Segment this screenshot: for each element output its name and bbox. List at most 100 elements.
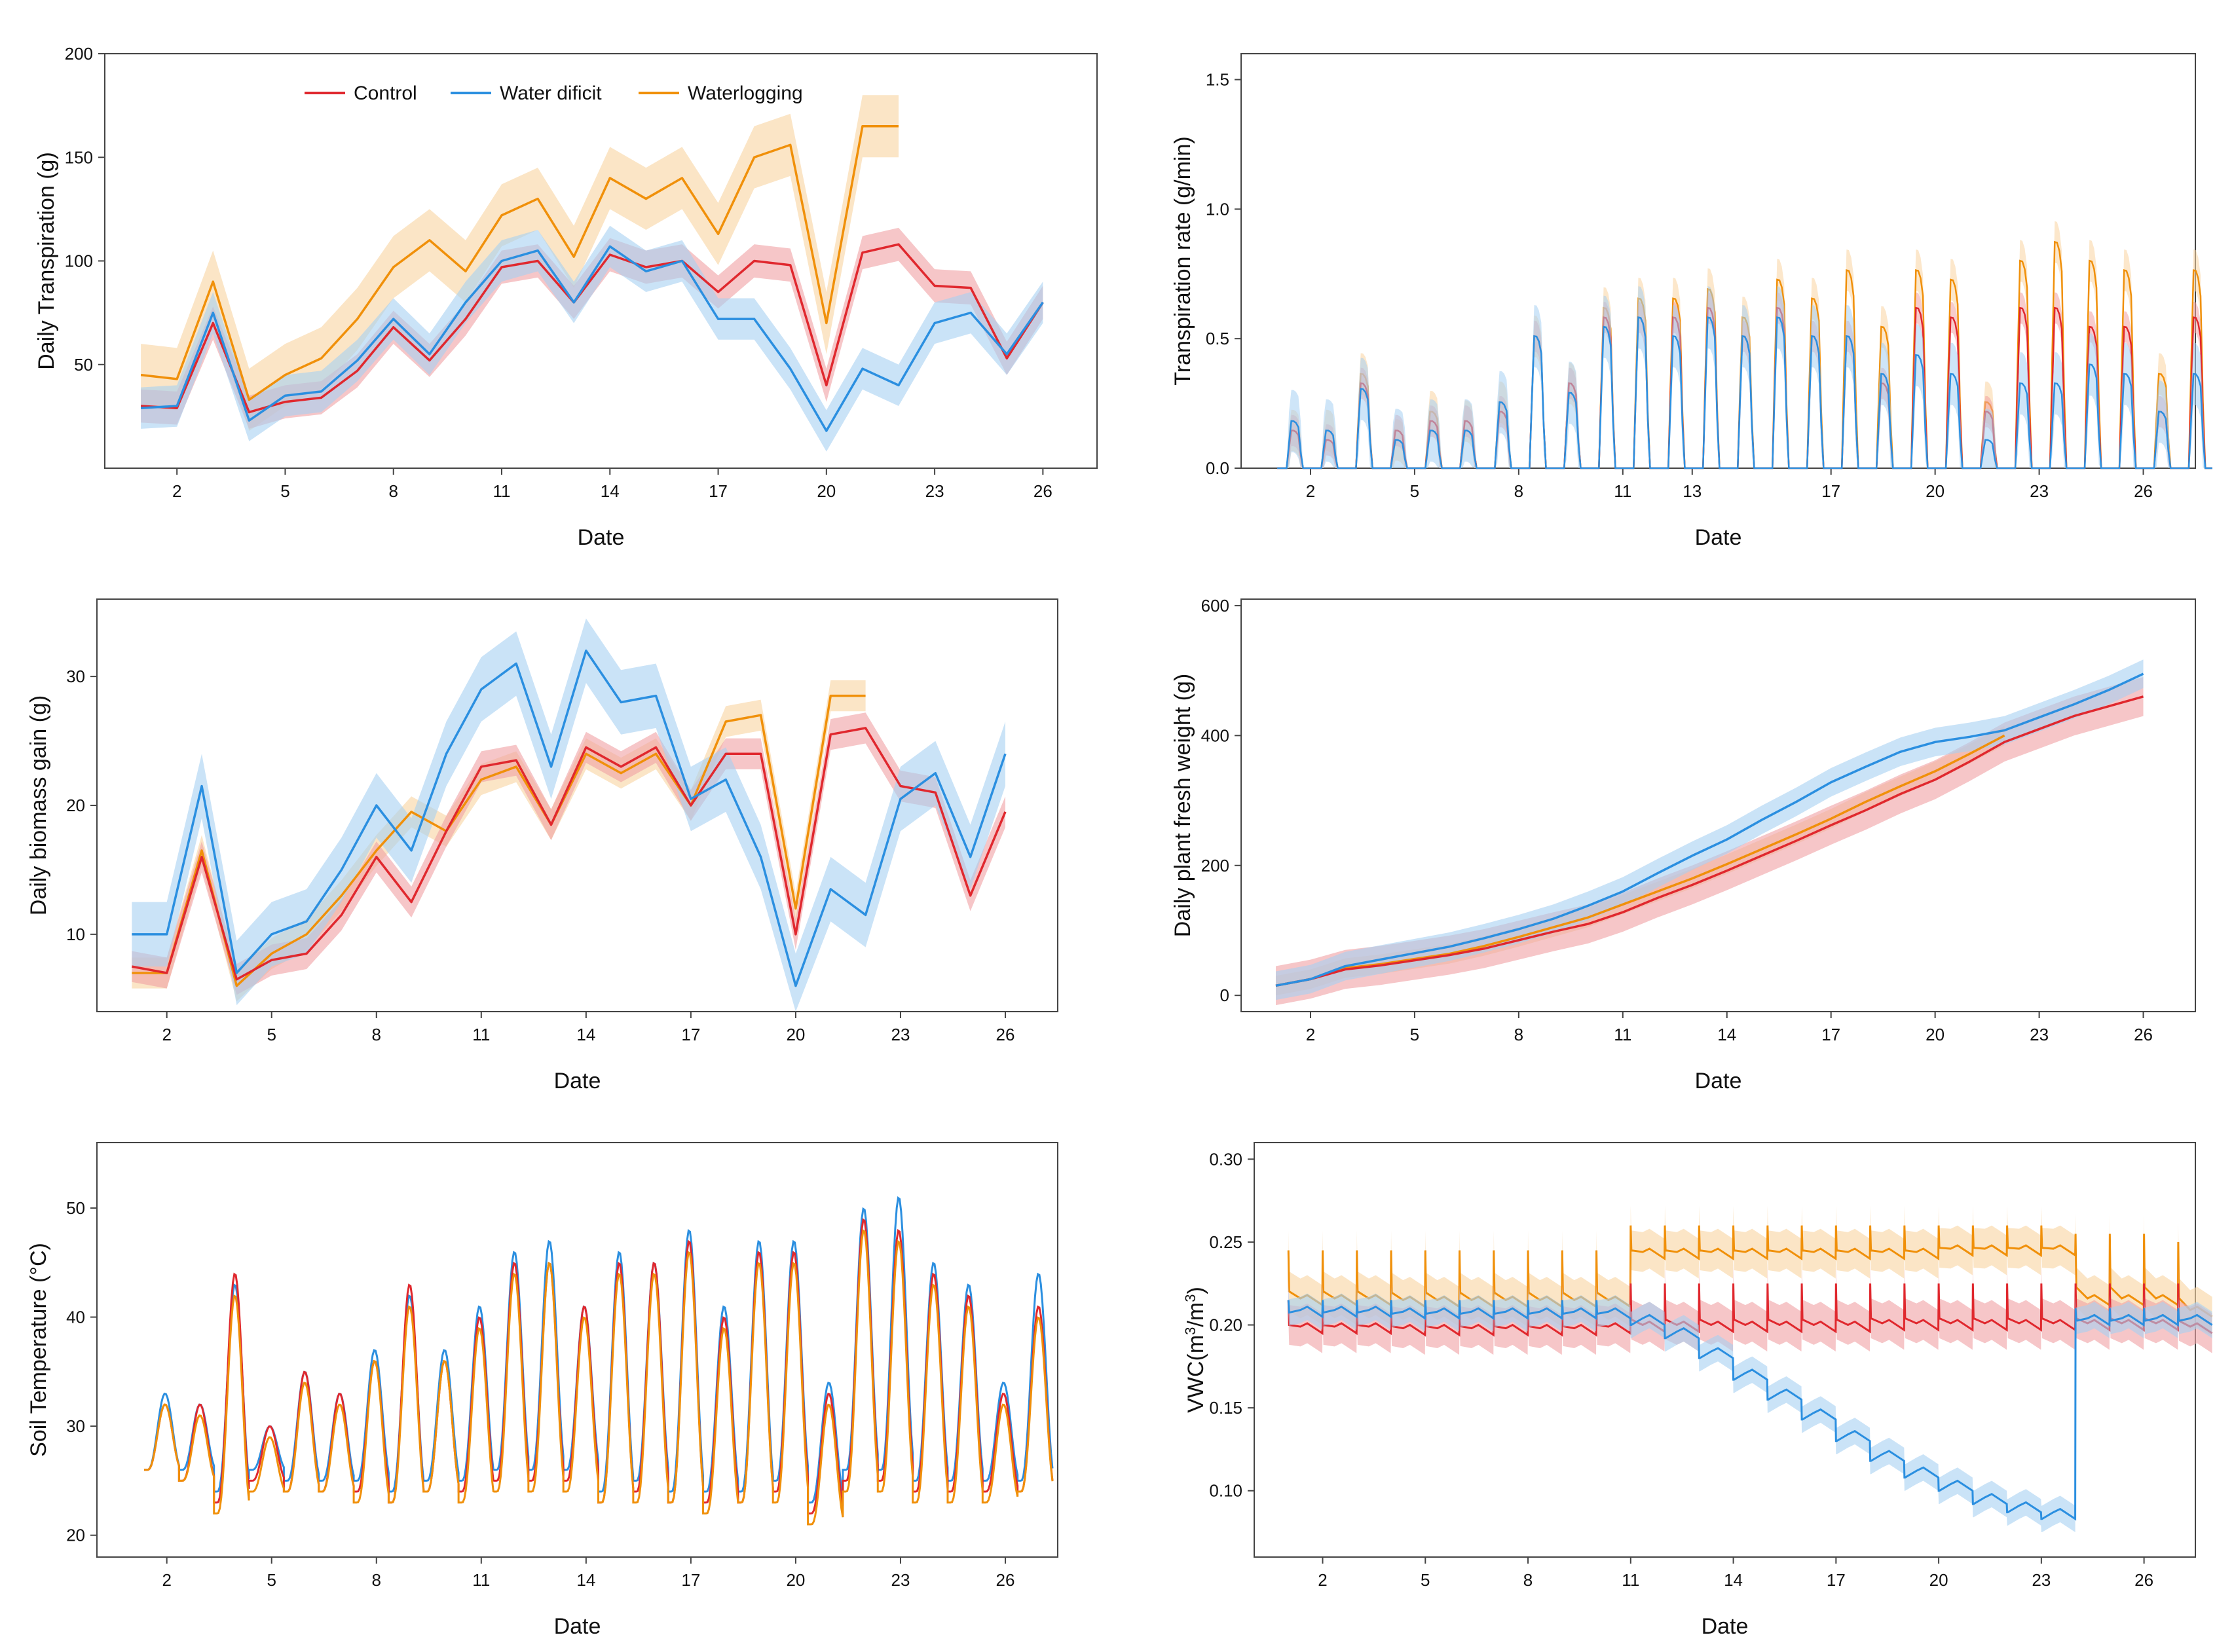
y-tick-label: 30 [66, 667, 85, 686]
x-tick-label: 14 [576, 1025, 595, 1044]
y-tick-label: 0.20 [1209, 1315, 1242, 1335]
x-tick-label: 20 [1926, 1025, 1945, 1044]
x-axis-title: Date [554, 1069, 601, 1093]
x-tick-label: 26 [2134, 1025, 2153, 1044]
x-tick-label: 20 [1929, 1570, 1948, 1590]
water-dificit-line [1287, 1300, 2213, 1521]
x-tick-label: 17 [1821, 481, 1840, 501]
x-tick-label: 8 [1514, 481, 1523, 501]
x-tick-label: 14 [1724, 1570, 1743, 1590]
x-tick-label: 26 [1033, 481, 1052, 501]
x-tick-label: 23 [2030, 1025, 2049, 1044]
legend: Control Water dificit Waterlogging [305, 83, 803, 104]
waterlogging-line [140, 125, 899, 401]
y-tick-label: 150 [65, 147, 93, 167]
y-tick-label: 20 [66, 1526, 85, 1545]
x-tick-label: 5 [1410, 481, 1419, 501]
control-line [144, 1218, 1054, 1514]
y-tick-label: 50 [66, 1198, 85, 1218]
y-tick-label: 40 [66, 1308, 85, 1327]
y-tick-label: 0.5 [1206, 329, 1229, 348]
x-tick-label: 8 [1523, 1570, 1533, 1590]
x-tick-label: 14 [1717, 1025, 1736, 1044]
y-tick-label: 0.25 [1209, 1232, 1242, 1252]
water-dificit-line [1275, 672, 2144, 987]
plot-frame [96, 1142, 1058, 1558]
y-tick-label: 1.5 [1206, 70, 1229, 90]
water-dificit-line [132, 650, 1007, 987]
y-tick-label: 200 [1201, 856, 1229, 875]
control-line [132, 727, 1007, 981]
x-axis-title: Date [1702, 1614, 1749, 1639]
unit-part: /m [1183, 1302, 1208, 1327]
x-tick-label: 8 [372, 1025, 381, 1044]
x-tick-label: 13 [1683, 481, 1702, 501]
x-tick-label: 8 [1514, 1025, 1523, 1044]
control-line [140, 243, 1044, 414]
superscript: 3 [1182, 1294, 1199, 1302]
y-tick-label: 0.15 [1209, 1398, 1242, 1418]
control-line [1275, 695, 2144, 987]
y-axis-title: VWC(m3/m3) [1182, 1287, 1209, 1413]
x-tick-label: 2 [162, 1570, 171, 1590]
x-axis-title: Date [1695, 525, 1742, 550]
x-tick-label: 17 [709, 481, 728, 501]
x-tick-label: 2 [162, 1025, 171, 1044]
y-tick-label: 200 [65, 44, 93, 64]
x-tick-label: 14 [601, 481, 620, 501]
x-tick-label: 20 [817, 481, 836, 501]
x-tick-label: 23 [2030, 481, 2049, 501]
x-tick-label: 23 [2032, 1570, 2051, 1590]
x-tick-label: 11 [493, 481, 511, 501]
panel-soil-temperature: 2 5 8 11 14 17 20 23 26 20 30 40 50 Date Soil Temperat… [26, 1142, 1058, 1639]
x-tick-label: 20 [1926, 481, 1945, 501]
x-tick-label: 14 [576, 1570, 595, 1590]
y-axis-title: Soil Temperature (°C) [26, 1243, 51, 1457]
y-tick-label: 0.30 [1209, 1149, 1242, 1169]
y-tick-label: 30 [66, 1416, 85, 1436]
x-tick-label: 26 [996, 1570, 1015, 1590]
y-axis-title: Daily plant fresh weight (g) [1170, 674, 1195, 938]
x-axis-title: Date [554, 1614, 601, 1639]
x-tick-label: 5 [1410, 1025, 1419, 1044]
y-tick-label: 0.10 [1209, 1481, 1242, 1501]
y-axis-title: Daily Transpiration (g) [34, 152, 59, 370]
x-tick-label: 5 [267, 1570, 276, 1590]
water-dificit-line [144, 1196, 1054, 1504]
x-tick-label: 26 [2134, 481, 2153, 501]
x-tick-label: 23 [891, 1025, 910, 1044]
x-tick-label: 17 [1821, 1025, 1840, 1044]
y-tick-label: 600 [1201, 596, 1229, 615]
y-axis-title: Daily biomass gain (g) [26, 695, 51, 915]
y-tick-label: 1.0 [1206, 199, 1229, 219]
legend-label-waterlogging: Waterlogging [688, 83, 803, 104]
control-line [1287, 1283, 2213, 1337]
y-tick-label: 0 [1220, 985, 1229, 1005]
x-tick-label: 11 [472, 1025, 490, 1044]
water-dificit-confidence-band [1277, 286, 2212, 468]
legend-label-water-dificit: Water dificit [500, 83, 602, 104]
x-tick-label: 5 [267, 1025, 276, 1044]
x-tick-label: 11 [472, 1570, 490, 1590]
x-tick-label: 17 [681, 1570, 700, 1590]
plot-frame [1254, 1142, 2196, 1558]
panel-vwc: 2 5 8 11 14 17 20 23 26 0.10 0.15 0.20 0.25 0.30 Date V… [1182, 1142, 2213, 1639]
x-tick-label: 23 [891, 1570, 910, 1590]
x-tick-label: 17 [1827, 1570, 1846, 1590]
control-confidence-band [1288, 1263, 2212, 1355]
water-dificit-line [1277, 316, 2212, 469]
x-tick-label: 2 [1318, 1570, 1327, 1590]
panel-daily-biomass-gain: 2 5 8 11 14 17 20 23 26 10 20 30 Date Daily biomass g… [26, 598, 1058, 1093]
x-tick-label: 5 [1421, 1570, 1430, 1590]
unit-part: ) [1183, 1287, 1208, 1294]
water-dificit-line [140, 245, 1044, 432]
x-tick-label: 8 [388, 481, 398, 501]
x-tick-label: 11 [1614, 481, 1631, 501]
y-tick-label: 400 [1201, 725, 1229, 745]
x-tick-label: 11 [1622, 1570, 1639, 1590]
x-tick-label: 23 [925, 481, 944, 501]
x-tick-label: 8 [372, 1570, 381, 1590]
y-axis-title: Transpiration rate (g/min) [1170, 136, 1195, 385]
waterlogging-line [144, 1228, 1054, 1526]
